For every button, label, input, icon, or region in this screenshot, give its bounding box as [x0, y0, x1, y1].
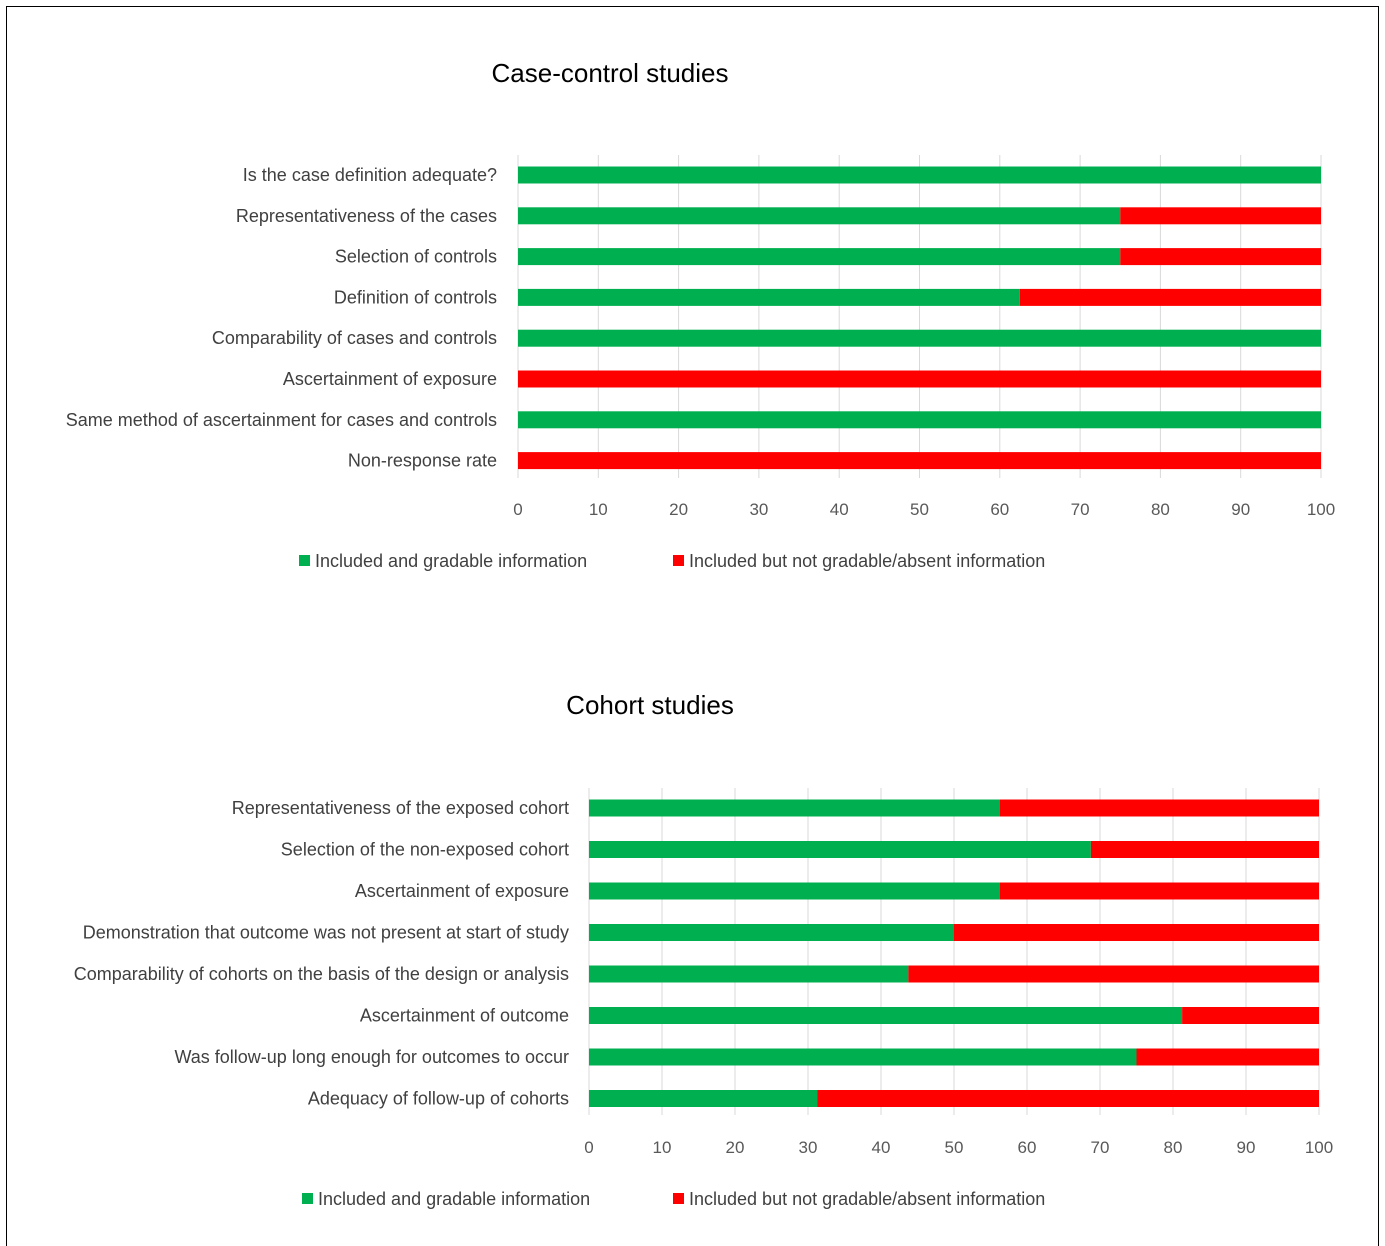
x-tick-label: 60	[990, 500, 1009, 519]
x-tick-label: 40	[872, 1138, 891, 1157]
x-tick-label: 30	[749, 500, 768, 519]
bar-gradable	[589, 799, 1000, 817]
x-tick-label: 50	[945, 1138, 964, 1157]
x-tick-label: 10	[653, 1138, 672, 1157]
category-label: Selection of the non-exposed cohort	[281, 840, 569, 860]
category-label: Representativeness of the exposed cohort	[232, 798, 569, 818]
x-tick-label: 90	[1231, 500, 1250, 519]
bar-gradable	[589, 1048, 1137, 1066]
legend-label: Included and gradable information	[315, 551, 587, 571]
bar-not-gradable	[518, 370, 1321, 388]
bar-gradable	[589, 882, 1000, 900]
bar-not-gradable	[999, 799, 1319, 817]
category-label: Non-response rate	[348, 451, 497, 471]
bar-gradable	[518, 329, 1321, 347]
x-tick-label: 50	[910, 500, 929, 519]
legend-label: Included but not gradable/absent informa…	[689, 551, 1045, 571]
category-label: Ascertainment of outcome	[360, 1006, 569, 1026]
bar-not-gradable	[1120, 207, 1321, 225]
bar-gradable	[589, 1090, 818, 1107]
bar-not-gradable	[1182, 1007, 1319, 1024]
figure-frame	[6, 6, 1379, 1246]
category-label: Comparability of cohorts on the basis of…	[74, 964, 569, 984]
bar-not-gradable	[1120, 248, 1321, 266]
bar-not-gradable	[954, 924, 1319, 941]
x-tick-label: 80	[1151, 500, 1170, 519]
x-tick-label: 0	[513, 500, 522, 519]
category-label: Is the case definition adequate?	[243, 165, 497, 185]
bar-gradable	[518, 411, 1321, 429]
x-tick-label: 100	[1305, 1138, 1333, 1157]
bar-not-gradable	[908, 965, 1319, 983]
bar-gradable	[518, 248, 1121, 266]
x-tick-label: 0	[584, 1138, 593, 1157]
bar-gradable	[518, 166, 1321, 184]
x-tick-label: 20	[669, 500, 688, 519]
category-label: Demonstration that outcome was not prese…	[83, 923, 569, 943]
category-label: Comparability of cases and controls	[212, 328, 497, 348]
x-tick-label: 60	[1018, 1138, 1037, 1157]
bar-not-gradable	[999, 882, 1319, 900]
legend-swatch	[673, 1193, 684, 1204]
bar-gradable	[589, 841, 1091, 858]
x-tick-label: 80	[1164, 1138, 1183, 1157]
bar-not-gradable	[1090, 841, 1319, 858]
category-label: Definition of controls	[334, 287, 497, 307]
category-label: Representativeness of the cases	[236, 206, 497, 226]
bar-gradable	[589, 965, 909, 983]
bar-not-gradable	[518, 452, 1321, 470]
x-tick-label: 70	[1071, 500, 1090, 519]
category-label: Same method of ascertainment for cases a…	[66, 410, 497, 430]
bar-gradable	[518, 288, 1020, 306]
x-tick-label: 90	[1237, 1138, 1256, 1157]
category-label: Adequacy of follow-up of cohorts	[308, 1089, 569, 1109]
x-tick-label: 10	[589, 500, 608, 519]
chart-title: Case-control studies	[492, 58, 729, 88]
bar-gradable	[589, 924, 954, 941]
category-label: Selection of controls	[335, 247, 497, 267]
x-tick-label: 100	[1307, 500, 1335, 519]
bar-not-gradable	[1019, 288, 1321, 306]
bar-not-gradable	[1136, 1048, 1319, 1066]
x-tick-label: 70	[1091, 1138, 1110, 1157]
category-label: Ascertainment of exposure	[355, 881, 569, 901]
category-label: Was follow-up long enough for outcomes t…	[174, 1047, 569, 1067]
bar-gradable	[518, 207, 1121, 225]
bar-gradable	[589, 1007, 1183, 1024]
legend-label: Included and gradable information	[318, 1189, 590, 1209]
x-tick-label: 40	[830, 500, 849, 519]
chart-title: Cohort studies	[566, 690, 734, 720]
legend-label: Included but not gradable/absent informa…	[689, 1189, 1045, 1209]
legend-swatch	[299, 555, 310, 566]
legend-swatch	[673, 555, 684, 566]
legend-swatch	[302, 1193, 313, 1204]
category-label: Ascertainment of exposure	[283, 369, 497, 389]
bar-not-gradable	[817, 1090, 1319, 1107]
x-tick-label: 20	[726, 1138, 745, 1157]
x-tick-label: 30	[799, 1138, 818, 1157]
